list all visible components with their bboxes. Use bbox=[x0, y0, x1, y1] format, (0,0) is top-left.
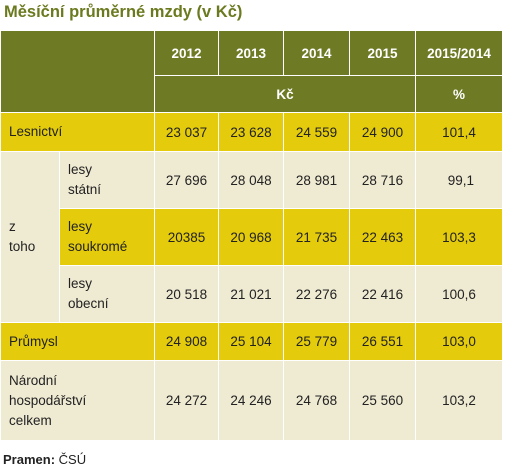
source-value: ČSÚ bbox=[58, 452, 87, 467]
header-corner bbox=[0, 30, 155, 113]
col-header-2012: 2012 bbox=[154, 30, 219, 76]
source-note: Pramen: ČSÚ bbox=[3, 452, 86, 467]
col-header-2015: 2015 bbox=[349, 30, 416, 76]
table-cell: 22 276 bbox=[283, 265, 350, 323]
page-title: Měsíční průměrné mzdy (v Kč) bbox=[4, 3, 243, 21]
table-cell: 24 768 bbox=[283, 360, 350, 441]
row-label: lesy soukromé bbox=[59, 208, 155, 266]
col-header-ratio: 2015/2014 bbox=[415, 30, 503, 76]
table-cell: 28 981 bbox=[283, 151, 350, 209]
row-narodni-hospodarstvi: Národní hospodářství celkem 24 272 24 24… bbox=[0, 360, 503, 441]
table-cell: 20 518 bbox=[154, 265, 219, 323]
table-cell: 22 463 bbox=[349, 208, 416, 266]
table-cell: 25 779 bbox=[283, 322, 350, 361]
table-cell: 24 272 bbox=[154, 360, 219, 441]
table-cell: 23 037 bbox=[154, 112, 219, 152]
unit-pct: % bbox=[415, 75, 503, 113]
table-cell: 99,1 bbox=[415, 151, 503, 209]
table-cell: 26 551 bbox=[349, 322, 416, 361]
table-cell: 28 716 bbox=[349, 151, 416, 209]
table-cell: 25 560 bbox=[349, 360, 416, 441]
table-cell: 24 908 bbox=[154, 322, 219, 361]
row-lesy-soukrome: lesy soukromé 20385 20 968 21 735 22 463… bbox=[0, 208, 503, 266]
z-toho-label: z toho bbox=[0, 151, 60, 323]
table-cell: 101,4 bbox=[415, 112, 503, 152]
row-label: Lesnictví bbox=[0, 112, 155, 152]
row-label: lesy obecní bbox=[59, 265, 155, 323]
unit-kc: Kč bbox=[154, 75, 416, 113]
table-cell: 22 416 bbox=[349, 265, 416, 323]
table-cell: 20385 bbox=[154, 208, 219, 266]
row-lesnictvi: Lesnictví 23 037 23 628 24 559 24 900 10… bbox=[0, 112, 503, 152]
table-cell: 24 246 bbox=[218, 360, 284, 441]
table-cell: 103,3 bbox=[415, 208, 503, 266]
col-header-2014: 2014 bbox=[283, 30, 350, 76]
table-cell: 103,2 bbox=[415, 360, 503, 441]
table-cell: 20 968 bbox=[218, 208, 284, 266]
table-cell: 24 900 bbox=[349, 112, 416, 152]
col-header-2013: 2013 bbox=[218, 30, 284, 76]
table-cell: 21 735 bbox=[283, 208, 350, 266]
table-cell: 100,6 bbox=[415, 265, 503, 323]
row-label: lesy státní bbox=[59, 151, 155, 209]
wage-table: 2012 2013 2014 2015 2015/2014 Kč % Lesni… bbox=[0, 30, 503, 441]
table-cell: 21 021 bbox=[218, 265, 284, 323]
row-label: Průmysl bbox=[0, 322, 155, 361]
source-label: Pramen: bbox=[3, 452, 56, 467]
row-label: Národní hospodářství celkem bbox=[0, 360, 155, 441]
table-cell: 23 628 bbox=[218, 112, 284, 152]
row-lesy-statni: z toho lesy státní 27 696 28 048 28 981 … bbox=[0, 151, 503, 323]
table-cell: 25 104 bbox=[218, 322, 284, 361]
table-cell: 103,0 bbox=[415, 322, 503, 361]
table-cell: 28 048 bbox=[218, 151, 284, 209]
row-lesy-obecni: lesy obecní 20 518 21 021 22 276 22 416 … bbox=[1, 265, 503, 323]
row-prumysl: Průmysl 24 908 25 104 25 779 26 551 103,… bbox=[0, 322, 503, 361]
table-cell: 24 559 bbox=[283, 112, 350, 152]
table-cell: 27 696 bbox=[154, 151, 219, 209]
